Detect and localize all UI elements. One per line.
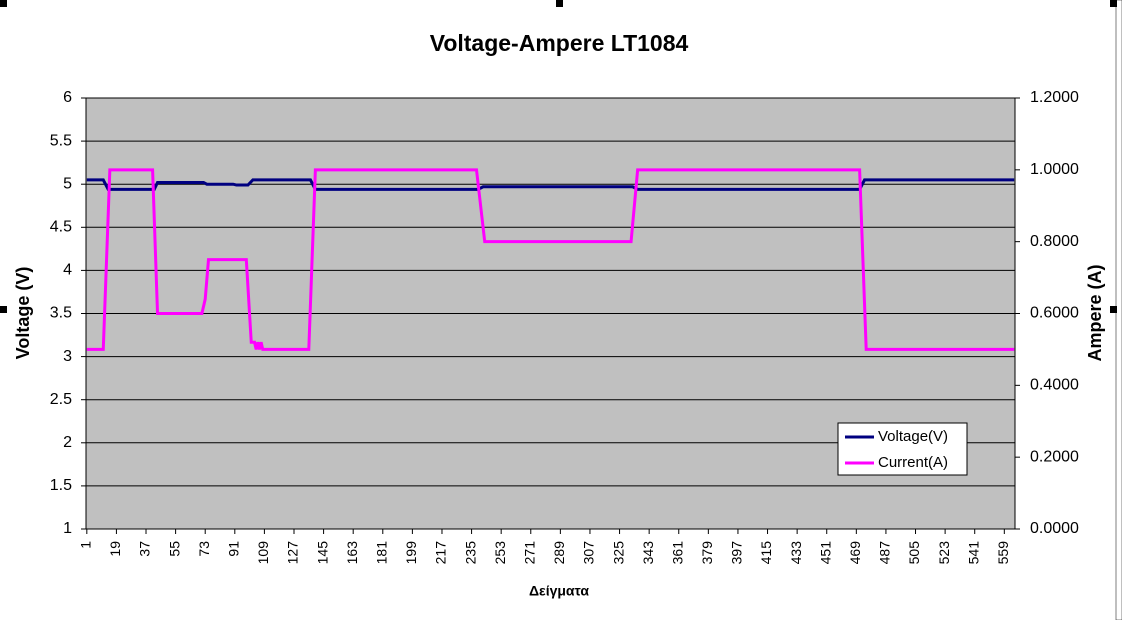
- y2-tick-label: 0.0000: [1030, 520, 1079, 537]
- x-tick-label: 127: [285, 541, 301, 565]
- x-tick-label: 379: [699, 541, 715, 565]
- y2-tick-label: 1.0000: [1030, 161, 1079, 178]
- x-tick-label: 235: [462, 541, 478, 565]
- x-tick-label: 289: [551, 541, 567, 565]
- x-tick-label: 505: [906, 541, 922, 565]
- x-tick-label: 397: [729, 541, 745, 565]
- chart-title: Voltage-Ampere LT1084: [430, 30, 689, 56]
- x-tick-label: 451: [817, 541, 833, 565]
- y2-tick-label: 0.6000: [1030, 305, 1079, 322]
- handle: [0, 0, 7, 7]
- x-tick-label: 307: [581, 541, 597, 565]
- x-tick-label: 271: [521, 541, 537, 565]
- y-tick-label: 2: [63, 434, 72, 451]
- handle: [1110, 306, 1117, 313]
- y2-tick-label: 0.8000: [1030, 233, 1079, 250]
- x-tick-label: 1: [78, 541, 94, 549]
- x-tick-label: 217: [433, 541, 449, 565]
- x-tick-label: 343: [640, 541, 656, 565]
- y-tick-label: 1.5: [50, 477, 72, 494]
- y2-tick-label: 0.4000: [1030, 377, 1079, 394]
- x-tick-label: 469: [847, 541, 863, 565]
- x-tick-label: 325: [610, 541, 626, 565]
- y2-tick-label: 0.2000: [1030, 448, 1079, 465]
- x-tick-label: 415: [758, 541, 774, 565]
- x-tick-label: 199: [403, 541, 419, 565]
- x-tick-label: 109: [255, 541, 271, 565]
- y2-axis-title: Ampere (A): [1085, 264, 1105, 361]
- lines: [86, 168, 1015, 351]
- x-tick-label: 163: [344, 541, 360, 565]
- y2-tick-label: 1.2000: [1030, 89, 1079, 106]
- handle: [1110, 0, 1117, 7]
- y-tick-label: 4: [63, 262, 72, 279]
- handle: [0, 306, 7, 313]
- x-tick-label: 55: [166, 541, 182, 557]
- legend: Voltage(V) Current(A): [837, 422, 968, 476]
- x-tick-label: 523: [936, 541, 952, 565]
- y-tick-label: 3.5: [50, 305, 72, 322]
- x-tick-label: 433: [788, 541, 804, 565]
- legend-label: Current(A): [878, 454, 948, 471]
- y-tick-label: 1: [63, 520, 72, 537]
- x-tick-label: 361: [669, 541, 685, 565]
- x-tick-label: 541: [965, 541, 981, 565]
- series-line: [86, 168, 1015, 351]
- y-axis-title: Voltage (V): [13, 267, 33, 360]
- x-axis-title: Δείγματα: [529, 583, 589, 599]
- handle: [556, 0, 563, 7]
- legend-box: [837, 422, 968, 476]
- x-tick-label: 487: [877, 541, 893, 565]
- y-tick-label: 5.5: [50, 132, 72, 149]
- y-tick-label: 3: [63, 348, 72, 365]
- x-tick-label: 19: [107, 541, 123, 557]
- legend-label: Voltage(V): [878, 428, 948, 445]
- x-tick-label: 181: [373, 541, 389, 565]
- grid: 1 1.5 2 2.5 3 3.5 4 4.5 5 5.5 6 0.0000 0.2000 0.4000 0…: [50, 89, 1079, 564]
- x-tick-label: 37: [137, 541, 153, 557]
- y-tick-label: 5: [63, 175, 72, 192]
- x-tick-label: 559: [995, 541, 1011, 565]
- x-tick-label: 91: [226, 541, 242, 557]
- y-tick-label: 4.5: [50, 219, 72, 236]
- y-tick-label: 6: [63, 89, 72, 106]
- x-tick-label: 73: [196, 541, 212, 557]
- y-tick-label: 2.5: [50, 391, 72, 408]
- x-tick-label: 253: [492, 541, 508, 565]
- x-tick-label: 145: [314, 541, 330, 565]
